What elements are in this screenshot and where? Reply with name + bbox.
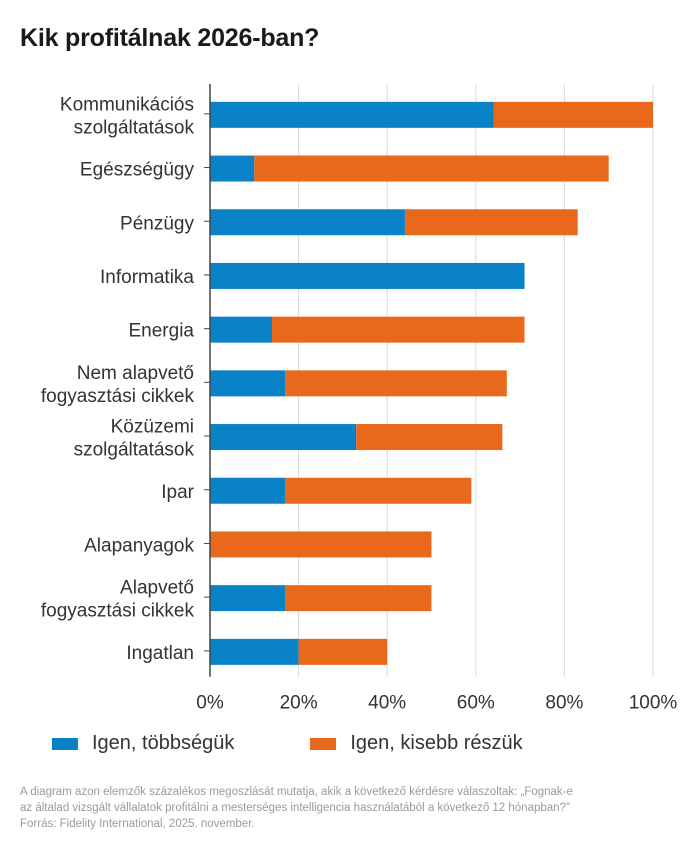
bar-minority: [210, 531, 432, 558]
bar-majority: [210, 370, 286, 397]
bar-majority: [210, 638, 299, 665]
bar-majority: [210, 316, 273, 343]
category-label: Ingatlan: [126, 643, 194, 664]
footnote-line: A diagram azon elemzők százalékos megosz…: [20, 786, 573, 798]
bar-majority: [210, 262, 525, 289]
legend-item-minority: Igen, kisebb részük: [310, 732, 523, 755]
bar-minority: [285, 477, 472, 504]
bar-majority: [210, 209, 405, 236]
chart-title: Kik profitálnak 2026-ban?: [20, 24, 320, 52]
category-label: Energia: [129, 321, 195, 342]
legend: Igen, többségük Igen, kisebb részük: [52, 732, 599, 755]
bar-minority: [493, 101, 653, 128]
category-label: szolgáltatások: [74, 117, 195, 138]
footnote-source: Forrás: Fidelity International, 2025. no…: [20, 818, 255, 830]
bar-minority: [404, 209, 578, 236]
bar-minority: [254, 155, 609, 182]
category-label: Alapvető: [120, 578, 194, 599]
bar-minority: [356, 424, 503, 451]
footnote: A diagram azon elemzők százalékos megosz…: [20, 784, 675, 832]
bar-majority: [210, 101, 494, 128]
category-label: fogyasztási cikkek: [41, 386, 195, 407]
bar-minority: [298, 638, 388, 665]
bar-minority: [272, 316, 525, 343]
category-label: Kommunikációs: [60, 94, 194, 115]
bar-minority: [285, 370, 507, 397]
bar-majority: [210, 585, 286, 612]
x-tick-label: 80%: [545, 693, 583, 714]
category-label: fogyasztási cikkek: [41, 601, 195, 622]
category-label: szolgáltatások: [74, 440, 195, 461]
category-label: Pénzügy: [120, 213, 194, 234]
x-tick-label: 40%: [368, 693, 406, 714]
x-tick-label: 60%: [457, 693, 495, 714]
category-label: Közüzemi: [111, 417, 194, 438]
bar-majority: [210, 424, 357, 451]
legend-label-minority: Igen, kisebb részük: [350, 732, 523, 754]
bar-chart: KommunikációsszolgáltatásokEgészségügyPé…: [41, 84, 678, 714]
bar-majority: [210, 477, 286, 504]
bar-majority: [210, 155, 255, 182]
legend-label-majority: Igen, többségük: [92, 732, 235, 754]
category-label: Nem alapvető: [77, 363, 194, 384]
footnote-line: az általad vizsgált vállalatok profitáln…: [20, 802, 570, 814]
category-label: Informatika: [100, 267, 194, 288]
category-label: Alapanyagok: [84, 535, 194, 556]
category-label: Egészségügy: [80, 160, 195, 181]
x-tick-label: 100%: [629, 693, 678, 714]
category-label: Ipar: [161, 482, 194, 503]
legend-item-majority: Igen, többségük: [52, 732, 234, 755]
bar-minority: [285, 585, 432, 612]
x-tick-label: 0%: [196, 693, 224, 714]
legend-swatch-majority: [52, 737, 78, 750]
x-tick-label: 20%: [280, 693, 318, 714]
legend-swatch-minority: [310, 737, 337, 750]
